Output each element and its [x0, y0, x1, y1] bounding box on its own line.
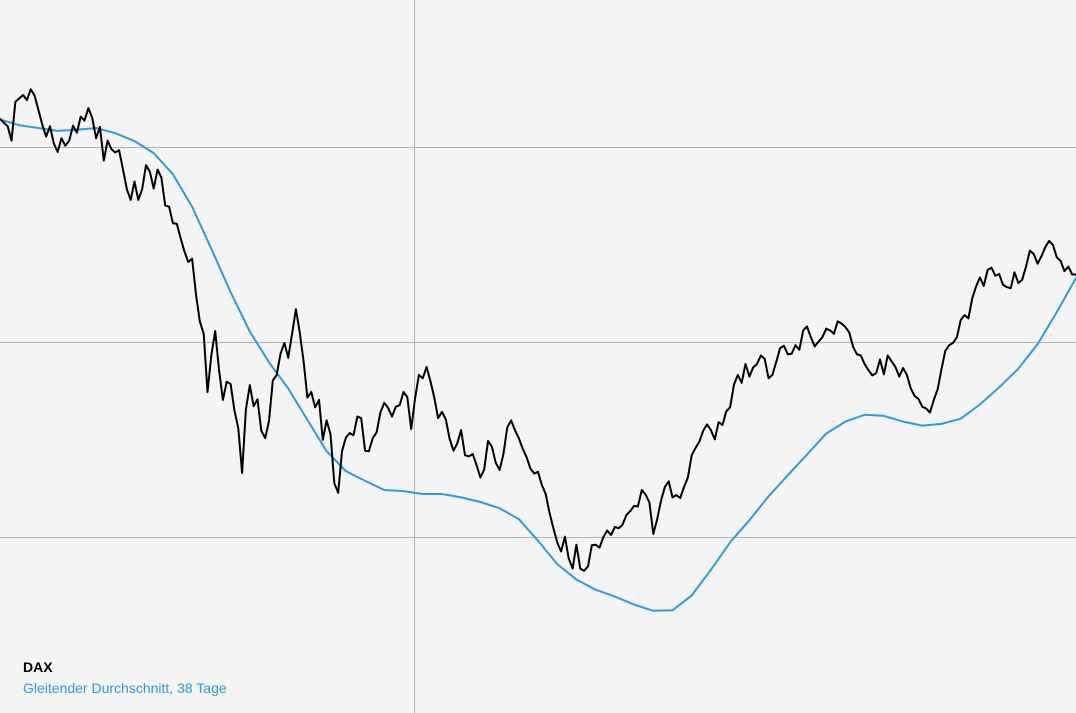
legend-item-moving-average: Gleitender Durchschnitt, 38 Tage — [23, 680, 227, 696]
legend-item-dax: DAX — [23, 659, 53, 675]
dax-series-line — [0, 88, 1076, 572]
legend: DAX Gleitender Durchschnitt, 38 Tage — [23, 657, 227, 699]
moving-average-series-line — [0, 118, 1076, 612]
series-layer — [0, 88, 1076, 612]
